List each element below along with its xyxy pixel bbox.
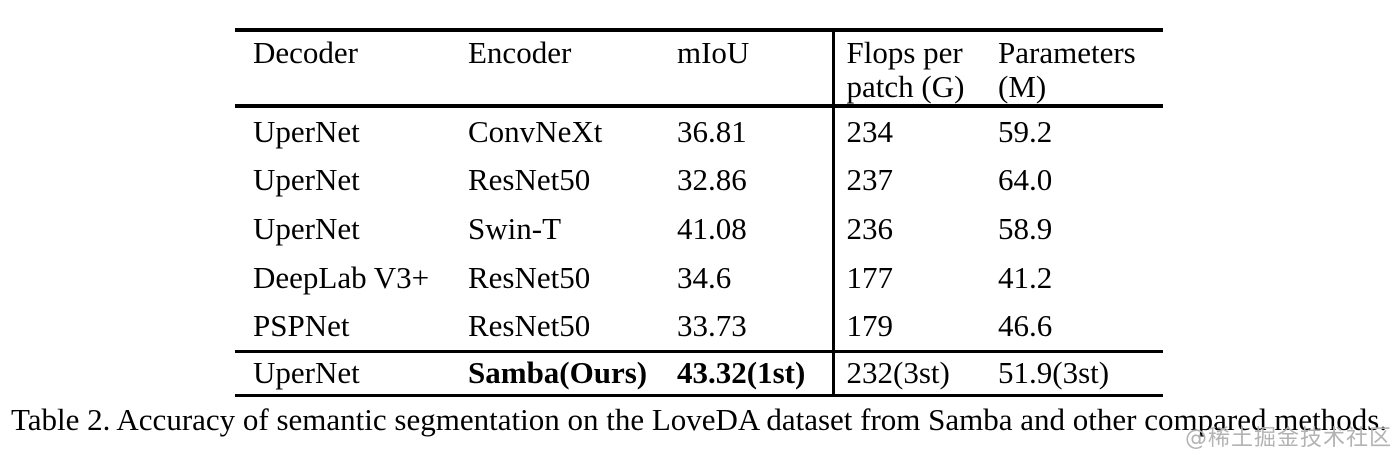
cell-encoder: ConvNeXt bbox=[468, 113, 603, 149]
cell-encoder: ResNet50 bbox=[468, 259, 591, 295]
column-header-line: mIoU bbox=[677, 35, 750, 70]
cell-flops: 177 bbox=[831, 253, 998, 302]
cell-flops: 234 bbox=[831, 106, 998, 155]
cell-params: 64.0 bbox=[998, 161, 1053, 197]
cell-encoder: Samba(Ours) bbox=[468, 355, 648, 390]
table-row: UperNet Swin-T 41.08 236 58.9 bbox=[235, 204, 1163, 253]
table-header-row: Decoder Encoder mIoU Flops per patch (G) Para… bbox=[235, 30, 1163, 106]
cell-miou: 43.32(1st) bbox=[677, 355, 806, 390]
cell-encoder: ResNet50 bbox=[468, 307, 591, 343]
cell-miou: 36.81 bbox=[677, 113, 747, 149]
cell-decoder: UperNet bbox=[253, 210, 360, 246]
cell-flops: 237 bbox=[831, 155, 998, 204]
cell-decoder: UperNet bbox=[253, 113, 360, 149]
cell-flops: 179 bbox=[831, 302, 998, 351]
column-header-encoder: Encoder bbox=[468, 30, 677, 106]
column-header-line: Decoder bbox=[253, 35, 358, 70]
cell-miou: 41.08 bbox=[677, 210, 747, 246]
cell-encoder: ResNet50 bbox=[468, 161, 591, 197]
cell-params: 46.6 bbox=[998, 307, 1053, 343]
column-header-line: Flops per bbox=[846, 35, 963, 70]
cell-params: 58.9 bbox=[998, 210, 1053, 246]
cell-miou: 32.86 bbox=[677, 161, 747, 197]
cell-decoder: UperNet bbox=[253, 161, 360, 197]
column-header-params: Parameters (M) bbox=[998, 30, 1163, 106]
table-row: PSPNet ResNet50 33.73 179 46.6 bbox=[235, 302, 1163, 351]
column-header-line: Parameters bbox=[998, 35, 1136, 70]
table-row-samba: UperNet Samba(Ours) 43.32(1st) 232(3st) 51.9… bbox=[235, 351, 1163, 395]
cell-decoder: DeepLab V3+ bbox=[253, 259, 430, 295]
table-body: UperNet ConvNeXt 36.81 234 59.2 UperNet ResNet… bbox=[235, 106, 1163, 395]
cell-miou: 33.73 bbox=[677, 307, 747, 343]
column-header-miou: mIoU bbox=[677, 30, 833, 106]
table-row: DeepLab V3+ ResNet50 34.6 177 41.2 bbox=[235, 253, 1163, 302]
column-header-line: patch (G) bbox=[846, 69, 965, 104]
cell-decoder: PSPNet bbox=[253, 307, 350, 343]
column-header-decoder: Decoder bbox=[235, 30, 468, 106]
table-row: UperNet ConvNeXt 36.81 234 59.2 bbox=[235, 106, 1163, 155]
cell-params: 59.2 bbox=[998, 113, 1053, 149]
watermark-text: @稀土掘金技术社区 bbox=[1184, 426, 1392, 450]
results-table: Decoder Encoder mIoU Flops per patch (G) Para… bbox=[235, 28, 1163, 397]
column-header-line: Encoder bbox=[468, 35, 572, 70]
cell-params: 51.9(3st) bbox=[998, 355, 1110, 390]
cell-params: 41.2 bbox=[998, 259, 1053, 295]
table-row: UperNet ResNet50 32.86 237 64.0 bbox=[235, 155, 1163, 204]
table-head: Decoder Encoder mIoU Flops per patch (G) Para… bbox=[235, 30, 1163, 106]
column-header-line: (M) bbox=[998, 69, 1047, 104]
cell-flops: 232(3st) bbox=[831, 351, 998, 395]
cell-decoder: UperNet bbox=[253, 355, 360, 390]
cell-miou: 34.6 bbox=[677, 259, 732, 295]
column-header-flops: Flops per patch (G) bbox=[831, 30, 998, 106]
cell-encoder: Swin-T bbox=[468, 210, 561, 246]
table-caption: Table 2. Accuracy of semantic segmentati… bbox=[10, 402, 1388, 437]
cell-flops: 236 bbox=[831, 204, 998, 253]
